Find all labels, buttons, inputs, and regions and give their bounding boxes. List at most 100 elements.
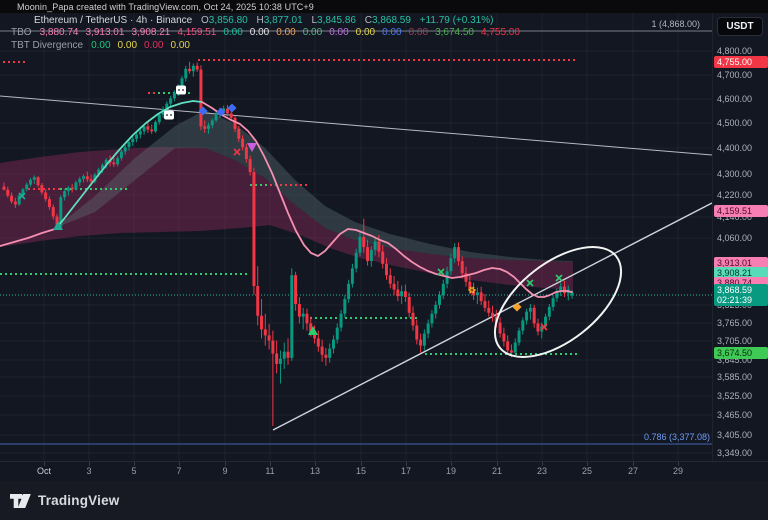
bar-countdown: 02:21:39: [717, 295, 753, 305]
time-axis-label: 23: [536, 466, 548, 476]
tbt-divergence-row: TBT Divergence 0.00 0.00 0.00 0.00: [11, 40, 197, 51]
price-grid-label: 4,060.00: [717, 233, 753, 243]
price-level-chip: 4,755.00: [714, 56, 768, 68]
tbo-value: 0.00: [382, 27, 402, 38]
tbo-ma-line: [201, 101, 573, 298]
time-axis-label: 25: [581, 466, 593, 476]
price-grid-label: 4,140.00: [717, 212, 753, 222]
x-marker: [18, 192, 26, 200]
x-marker: [526, 279, 534, 287]
time-tick: [587, 462, 588, 466]
diamond-marker: [227, 103, 237, 113]
x-marker: [437, 268, 445, 276]
triangle-up-marker: [308, 326, 318, 335]
time-axis-label: 19: [445, 466, 457, 476]
low-value: 3,845.86: [317, 15, 356, 26]
tbo-value: 3,674.50: [435, 27, 474, 38]
time-axis-label: 5: [131, 466, 137, 476]
time-axis-label: 29: [672, 466, 684, 476]
time-scale[interactable]: Oct 3 5 7 9 11 13 15 17 19 21 23 25 27 29: [0, 461, 768, 481]
tbt-value: 0.00: [91, 40, 111, 51]
bottom-bar: TradingView: [0, 481, 768, 520]
currency-toggle-button[interactable]: USDT: [717, 17, 763, 36]
price-grid-label: 3,705.00: [717, 336, 753, 346]
open-label: O: [201, 15, 209, 26]
symbol-title[interactable]: Ethereum / TetherUS · 4h · Binance: [34, 15, 193, 26]
price-scale[interactable]: USDT 4,800.00 4,700.00 4,600.00 4,500.00 4,4…: [712, 13, 768, 461]
time-tick: [678, 462, 679, 466]
triangle-down-marker: [247, 143, 257, 152]
time-tick: [497, 462, 498, 466]
open-value: 3,856.80: [208, 15, 248, 26]
tbo-value: 4,755.00: [481, 27, 520, 38]
price-level-chip: 3,674.50: [714, 347, 768, 359]
diamond-marker: [216, 107, 226, 117]
candles-layer[interactable]: [2, 61, 574, 426]
tbt-values: 0.00 0.00 0.00 0.00: [91, 40, 197, 51]
tradingview-logo[interactable]: TradingView: [10, 493, 119, 508]
price-grid-label: 4,700.00: [717, 70, 753, 80]
tbt-value: 0.00: [144, 40, 164, 51]
price-grid-label: 3,765.00: [717, 318, 753, 328]
tbo-values: 3,880.74 3,913.01 3,908.21 4,159.51 0.00 0.00…: [40, 27, 527, 38]
time-tick: [542, 462, 543, 466]
time-axis-label: 17: [400, 466, 412, 476]
time-tick: [315, 462, 316, 466]
tbo-value: 0.00: [276, 27, 296, 38]
fib-level-label: 1 (4,868.00): [651, 19, 700, 29]
current-price-value: 3,868.59: [717, 285, 753, 295]
tbo-value: 0.00: [302, 27, 323, 38]
current-price-chip: 3,868.59 02:21:39: [714, 284, 768, 306]
time-tick: [89, 462, 90, 466]
tbo-ma-line: [0, 228, 56, 247]
price-grid-label: 4,600.00: [717, 94, 753, 104]
price-grid-label: 4,220.00: [717, 190, 753, 200]
tbo-value: 4,159.51: [177, 27, 217, 38]
time-axis-label: 11: [265, 466, 275, 476]
price-grid-label: 4,500.00: [717, 118, 753, 128]
price-grid-label: 3,405.00: [717, 430, 753, 440]
time-tick: [134, 462, 135, 466]
price-level-chip: 4,159.51: [714, 205, 768, 217]
tbo-value: 3,908.21: [131, 27, 171, 38]
tbo-value: 0.00: [408, 27, 429, 38]
tbo-ma-line: [54, 100, 203, 230]
time-tick: [633, 462, 634, 466]
price-grid-label: 4,800.00: [717, 46, 753, 56]
diamond-marker: [512, 302, 522, 312]
price-grid-label: 4,300.00: [717, 169, 753, 179]
price-grid-label: 3,525.00: [717, 391, 753, 401]
triangle-up-marker: [53, 221, 63, 230]
attribution-text: Moonin_Papa created with TradingView.com…: [17, 1, 314, 12]
price-grid-label: 3,645.00: [717, 355, 753, 365]
descending-trendline[interactable]: [0, 95, 713, 156]
x-marker: [540, 323, 548, 331]
time-axis-label: Oct: [36, 466, 52, 476]
grid-layer: [0, 13, 712, 461]
price-level-chip: 3,913.01: [714, 257, 768, 269]
high-label: H: [256, 15, 264, 26]
time-axis-label: 9: [222, 466, 228, 476]
time-tick: [225, 462, 226, 466]
change-value: +11.79 (+0.31%): [419, 15, 494, 26]
x-marker: [555, 274, 563, 282]
tbt-label[interactable]: TBT Divergence: [11, 40, 84, 51]
badge-marker: [164, 110, 174, 120]
time-axis-label: 3: [86, 466, 92, 476]
tbo-value: 0.00: [249, 27, 270, 38]
tbo-value: 3,880.74: [39, 27, 79, 38]
price-grid-label: 4,400.00: [717, 143, 753, 153]
time-tick: [44, 462, 45, 466]
price-level-chip: 3,908.21: [714, 267, 768, 279]
time-axis-label: 15: [355, 466, 367, 476]
highlight-ellipse-annotation[interactable]: [476, 226, 641, 379]
time-tick: [361, 462, 362, 466]
tbt-value: 0.00: [117, 40, 138, 51]
time-tick: [270, 462, 271, 466]
tradingview-logo-text: TradingView: [38, 493, 120, 508]
high-value: 3,877.01: [263, 15, 303, 26]
tbo-value: 0.00: [223, 27, 243, 38]
tbo-label[interactable]: TBO: [11, 27, 32, 38]
time-tick: [451, 462, 452, 466]
